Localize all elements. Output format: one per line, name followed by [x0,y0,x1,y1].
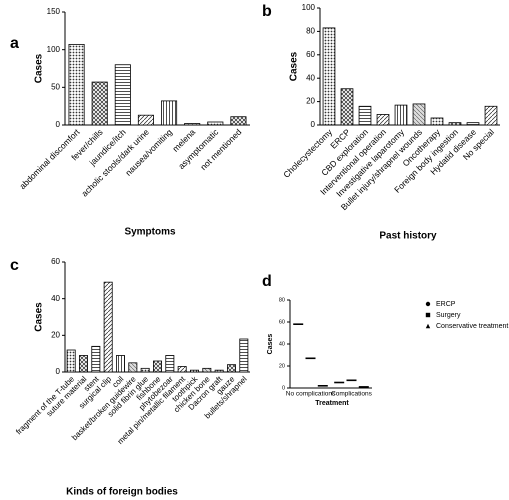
bar [322,27,336,126]
bar [227,364,236,373]
y-tick-label: 60 [306,50,315,59]
legend-marker [425,323,431,329]
bar [190,369,199,373]
y-tick-label: 20 [51,330,60,339]
panel-label: b [262,3,272,20]
bar [376,114,390,126]
bar [153,360,162,373]
bar [230,116,247,126]
bar [137,114,154,126]
y-tick-label: 40 [306,73,315,82]
y-axis-title: Cases [34,302,45,332]
y-tick-label: 40 [51,294,60,303]
bar [202,367,212,373]
bar [239,338,249,373]
y-tick-label: 60 [51,257,60,266]
bar [91,81,108,126]
bar [116,355,125,373]
y-tick-label: 60 [279,319,285,325]
bar [177,366,187,373]
x-axis-title: Past history [379,231,437,242]
y-tick-label: 100 [302,3,316,12]
bar [114,64,131,126]
y-tick-label: 0 [311,120,316,129]
y-tick-label: 80 [306,27,315,36]
panel-label: c [10,257,19,274]
y-tick-label: 150 [47,7,61,16]
y-tick-label: 20 [279,363,285,369]
legend-label: Conservative treatment [436,323,508,330]
bar [448,122,462,126]
y-axis-title: Cases [34,53,45,83]
bar [140,367,150,373]
bar [68,43,85,126]
x-tick-label: Complications [331,391,373,398]
legend-marker [425,312,431,318]
x-tick-label: No complications [286,391,336,398]
bar [358,105,372,126]
y-tick-label: 0 [56,120,61,129]
bar [91,345,101,373]
bar [79,355,88,373]
y-tick-label: 0 [282,385,285,391]
bar [412,103,426,126]
x-axis-title: Symptoms [124,227,176,238]
bar [340,88,354,126]
y-axis-title: Cases [267,334,274,355]
bar [394,104,408,126]
bar [430,117,444,126]
y-tick-label: 100 [47,45,61,54]
x-axis-title: Kinds of foreign bodies [66,487,178,498]
panel-label: a [10,35,19,52]
legend-marker [425,301,431,307]
panel-label: d [262,273,272,290]
y-tick-label: 80 [279,297,285,303]
bar [214,369,224,373]
bar [165,355,175,373]
bar [207,121,224,126]
y-tick-label: 50 [51,82,60,91]
x-axis-title: Treatment [315,400,349,407]
x-tick-label: fragment of the T-tube [14,374,76,436]
bar [128,362,138,373]
bar [66,349,76,373]
x-tick-label: not mentioned [198,127,243,172]
legend-label: ERCP [436,301,456,308]
y-axis-title: Cases [289,51,300,81]
bar [161,100,178,126]
y-tick-label: 40 [279,341,285,347]
bar [184,123,201,126]
y-tick-label: 20 [306,97,315,106]
bar [103,281,113,373]
bar [466,122,480,126]
bar [484,105,498,126]
y-tick-label: 0 [56,367,61,376]
legend-label: Surgery [436,312,461,319]
